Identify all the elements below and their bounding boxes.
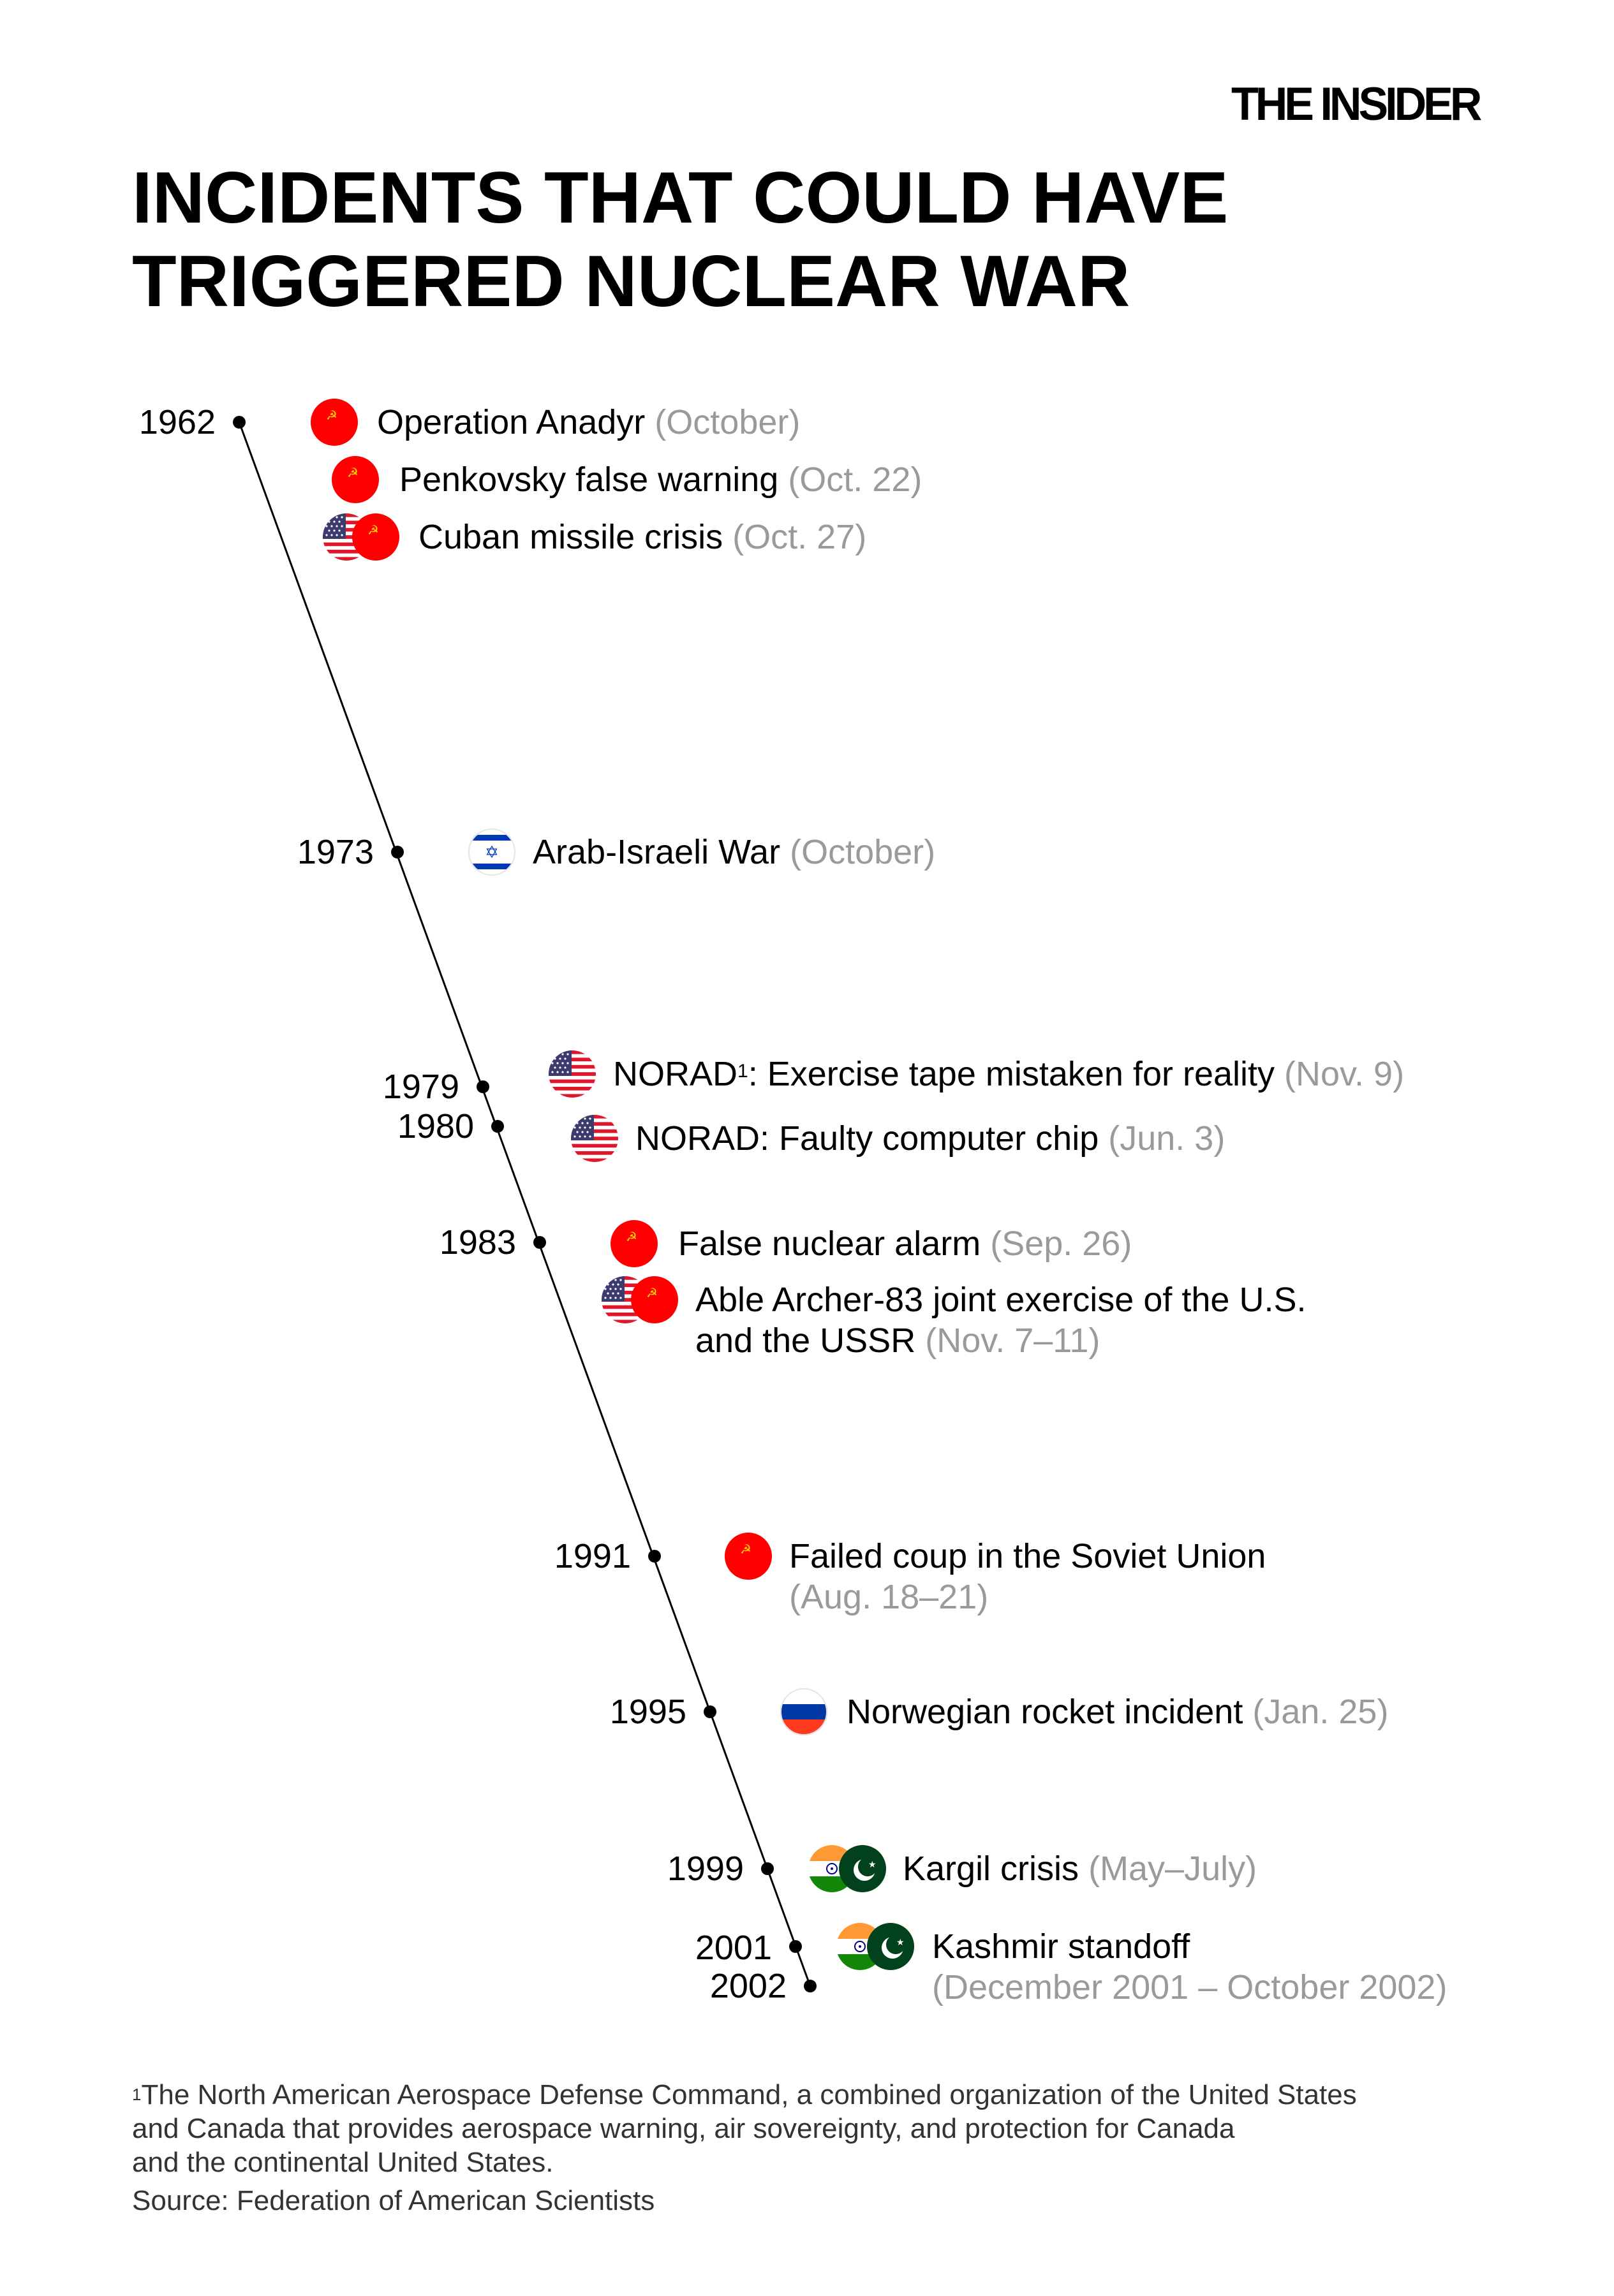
event-name: Able Archer-83 joint exercise of the U.S… [695,1281,1307,1319]
pakistan-flag-icon [839,1845,886,1892]
footnote-line: and Canada that provides aerospace warni… [132,2113,1235,2144]
timeline-dot [804,1980,817,1992]
event-name-rest: : Exercise tape mistaken for reality [748,1055,1275,1093]
timeline-dot [233,416,246,429]
event-item: Operation Anadyr (October) [377,402,800,443]
event-name-line2: and the USSR [695,1321,916,1360]
pakistan-flag-icon [867,1923,914,1970]
timeline-dot [761,1862,774,1875]
event-date: (Aug. 18–21) [789,1578,989,1616]
event-date: (Jan. 25) [1252,1693,1389,1731]
footnote-mark: 1 [737,1061,748,1082]
brand-logo: THE INSIDER [1231,78,1482,130]
ussr-flag-icon [332,456,379,503]
event-date: (Nov. 7–11) [925,1321,1100,1360]
russia-flag-icon [780,1688,827,1735]
event-item: Penkovsky false warning (Oct. 22) [399,459,922,500]
year-label: 1980 [397,1107,474,1145]
timeline-dot [491,1120,504,1133]
footnote: 1The North American Aerospace Defense Co… [132,2078,1357,2179]
page-title: INCIDENTS THAT COULD HAVE TRIGGERED NUCL… [132,156,1228,323]
event-item: Norwegian rocket incident (Jan. 25) [847,1691,1388,1732]
footnote-mark: 1 [132,2085,142,2104]
event-name: False nuclear alarm [678,1225,981,1263]
event-date: (Jun. 3) [1108,1119,1225,1158]
year-label: 1979 [382,1068,459,1106]
timeline-axis [238,422,811,1987]
event-name: Arab-Israeli War [533,833,781,871]
timeline-dot [704,1705,716,1718]
event-date: (Oct. 22) [788,460,922,499]
israel-flag-icon [468,828,515,876]
event-date: (October) [655,403,801,441]
year-label: 1991 [554,1537,631,1575]
year-label: 1983 [439,1223,516,1262]
event-item: Kashmir standoff (December 2001 – October… [932,1926,1447,2008]
year-label: 2002 [709,1967,787,2005]
timeline-dot [391,846,404,858]
ussr-flag-icon [311,399,358,446]
event-item: False nuclear alarm (Sep. 26) [678,1223,1132,1264]
source-note: Source: Federation of American Scientist… [132,2185,655,2216]
year-label: 1962 [138,403,216,441]
event-date: (Nov. 9) [1284,1055,1405,1093]
ussr-flag-icon [631,1276,678,1323]
title-line-2: TRIGGERED NUCLEAR WAR [132,241,1130,322]
event-item: NORAD1: Exercise tape mistaken for reali… [613,1054,1404,1094]
footnote-line: The North American Aerospace Defense Com… [141,2079,1357,2110]
year-label: 1999 [667,1850,744,1888]
event-name: Failed coup in the Soviet Union [789,1537,1266,1575]
event-name: NORAD: Faulty computer chip [635,1119,1099,1158]
event-item: Cuban missile crisis (Oct. 27) [418,517,866,557]
event-name: Penkovsky false warning [399,460,779,499]
event-item: Arab-Israeli War (October) [533,832,935,872]
usa-flag-icon [571,1115,618,1162]
event-item: Kargil crisis (May–July) [903,1848,1257,1889]
event-name: Kargil crisis [903,1850,1079,1888]
ussr-flag-icon [352,513,399,561]
event-name: Kashmir standoff [932,1927,1190,1966]
event-date: (October) [790,833,936,871]
timeline-dot [648,1550,661,1563]
timeline-dot [533,1236,546,1249]
event-item: Failed coup in the Soviet Union (Aug. 18–… [789,1536,1266,1617]
ussr-flag-icon [725,1533,772,1580]
usa-flag-icon [549,1050,596,1098]
event-date: (Oct. 27) [732,518,867,556]
event-name: Operation Anadyr [377,403,646,441]
event-name: Cuban missile crisis [418,518,723,556]
ussr-flag-icon [611,1220,658,1267]
timeline-dot [477,1080,489,1093]
event-item: Able Archer-83 joint exercise of the U.S… [695,1279,1306,1361]
event-name: NORAD [613,1055,738,1093]
footnote-line: and the continental United States. [132,2147,554,2178]
event-date: (Sep. 26) [990,1225,1132,1263]
timeline-dot [789,1940,802,1953]
event-item: NORAD: Faulty computer chip (Jun. 3) [635,1118,1225,1159]
event-date: (May–July) [1088,1850,1257,1888]
year-label: 1995 [609,1693,686,1731]
year-label: 2001 [695,1929,772,1967]
event-name: Norwegian rocket incident [847,1693,1243,1731]
year-label: 1973 [297,833,374,871]
title-line-1: INCIDENTS THAT COULD HAVE [132,158,1229,239]
event-date: (December 2001 – October 2002) [932,1968,1447,2006]
